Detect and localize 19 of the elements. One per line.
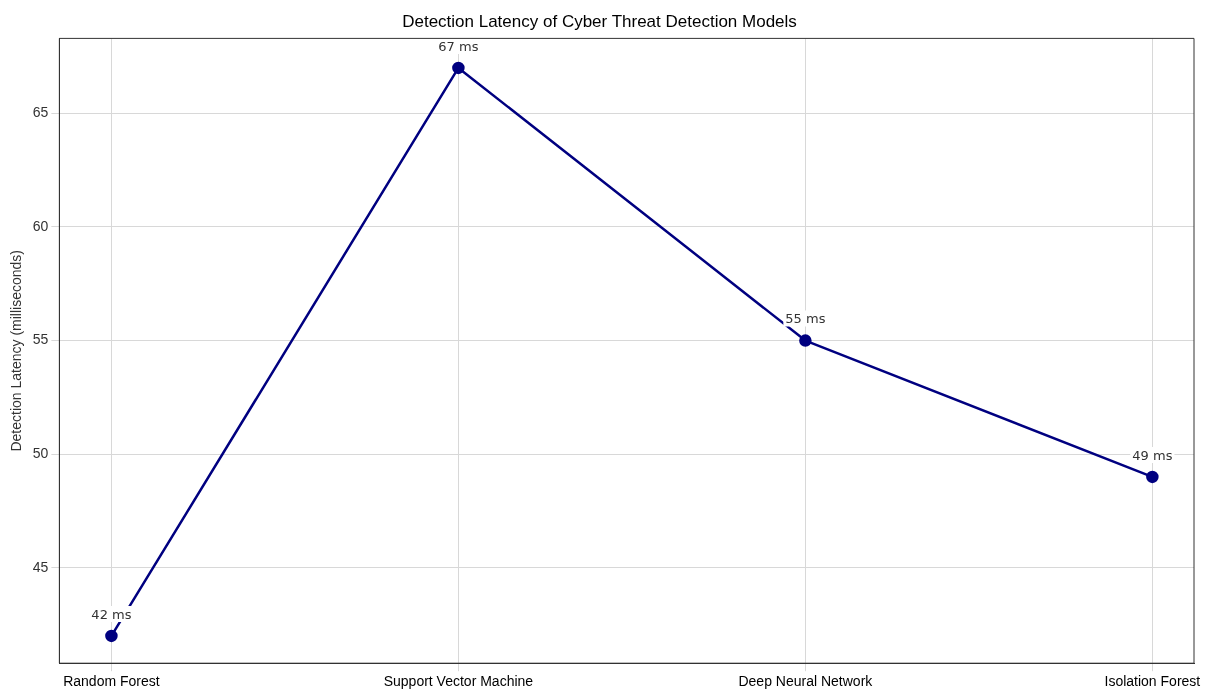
y-axis-title: Detection Latency (milliseconds) — [8, 250, 25, 452]
x-tick-label: Isolation Forest — [1104, 673, 1201, 690]
point — [799, 334, 812, 347]
y-tick-label: 65 — [32, 104, 49, 121]
y-tick-label: 55 — [32, 331, 49, 348]
data-label: 67 ms — [438, 38, 479, 54]
y-tick-label: 50 — [32, 445, 49, 462]
point — [452, 61, 465, 75]
data-label: 42 ms — [91, 606, 132, 622]
y-tick-label: 60 — [32, 217, 49, 234]
data-label: 55 ms — [785, 311, 826, 327]
y-tick-label: 45 — [32, 558, 49, 575]
point — [1146, 470, 1159, 484]
x-tick-label: Deep Neural Network — [738, 673, 874, 690]
x-tick-label: Random Forest — [63, 673, 160, 690]
data-label: 49 ms — [1132, 447, 1173, 463]
point — [105, 629, 118, 643]
chart-title: Detection Latency of Cyber Threat Detection Models — [402, 11, 797, 31]
x-tick-label: Support Vector Machine — [383, 673, 534, 690]
